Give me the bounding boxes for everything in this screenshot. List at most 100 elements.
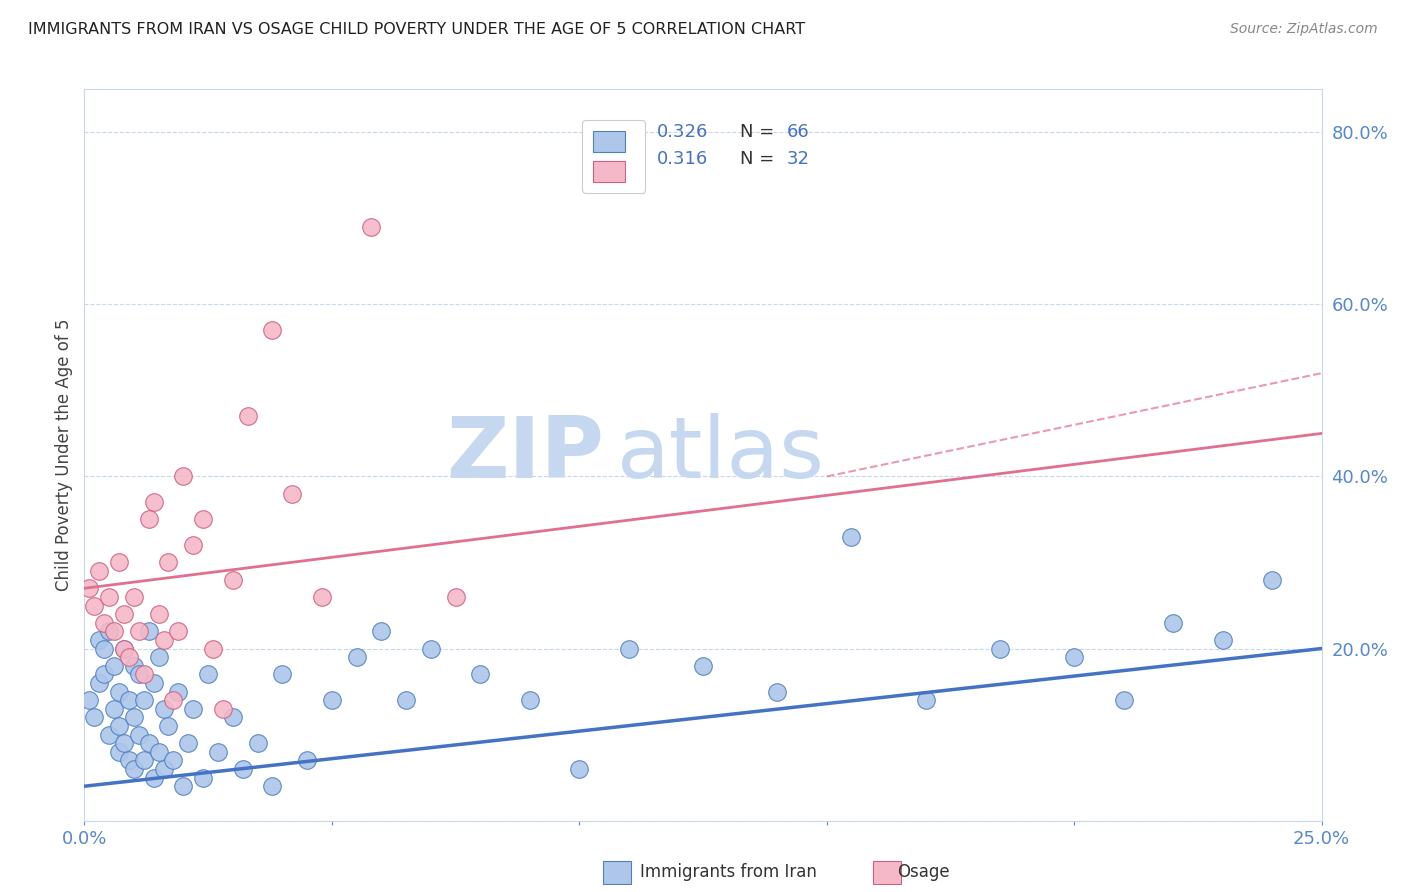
Point: [98, 590, 121, 604]
Point: [152, 632, 174, 647]
Point: [914, 693, 936, 707]
Text: Immigrants from Iran: Immigrants from Iran: [640, 863, 817, 881]
Point: [83, 599, 105, 613]
Point: [167, 684, 190, 698]
Point: [93, 615, 115, 630]
Point: [202, 641, 225, 656]
Point: [148, 745, 170, 759]
Point: [122, 658, 145, 673]
Point: [519, 693, 541, 707]
Text: 0.326: 0.326: [657, 123, 709, 141]
Point: [148, 607, 170, 621]
Point: [103, 658, 125, 673]
Point: [112, 641, 135, 656]
Point: [692, 658, 714, 673]
Point: [132, 693, 155, 707]
Text: N =: N =: [740, 150, 780, 168]
Point: [79, 693, 101, 707]
Point: [181, 702, 204, 716]
Point: [157, 556, 180, 570]
Point: [419, 641, 441, 656]
Point: [172, 469, 194, 483]
Point: [177, 736, 200, 750]
Point: [444, 590, 467, 604]
Point: [128, 624, 150, 639]
Text: 32: 32: [787, 150, 810, 168]
Point: [103, 702, 125, 716]
Point: [395, 693, 418, 707]
Point: [89, 632, 111, 647]
Text: Osage: Osage: [897, 863, 949, 881]
Text: N =: N =: [740, 123, 780, 141]
Legend: , : ,: [582, 120, 645, 193]
Point: [1112, 693, 1135, 707]
Point: [988, 641, 1011, 656]
Point: [167, 624, 190, 639]
Point: [108, 684, 131, 698]
Text: R =: R =: [610, 123, 650, 141]
Text: ZIP: ZIP: [446, 413, 605, 497]
Point: [1161, 615, 1184, 630]
Point: [128, 667, 150, 681]
Point: [118, 693, 141, 707]
Point: [89, 676, 111, 690]
Point: [108, 556, 131, 570]
Point: [112, 736, 135, 750]
Point: [122, 590, 145, 604]
Point: [617, 641, 640, 656]
Point: [157, 719, 180, 733]
Point: [191, 512, 214, 526]
Point: [232, 762, 254, 776]
Point: [152, 702, 174, 716]
Point: [122, 710, 145, 724]
Point: [138, 736, 160, 750]
Point: [262, 779, 284, 793]
Point: [207, 745, 229, 759]
Point: [98, 624, 121, 639]
Point: [222, 710, 245, 724]
Point: [142, 676, 165, 690]
Point: [321, 693, 343, 707]
Y-axis label: Child Poverty Under the Age of 5: Child Poverty Under the Age of 5: [55, 318, 73, 591]
Text: atlas: atlas: [616, 413, 824, 497]
Point: [79, 582, 101, 596]
Point: [370, 624, 392, 639]
Point: [271, 667, 294, 681]
Point: [197, 667, 219, 681]
Point: [142, 771, 165, 785]
Point: [191, 771, 214, 785]
Point: [246, 736, 269, 750]
Point: [766, 684, 789, 698]
Point: [138, 512, 160, 526]
Point: [112, 641, 135, 656]
Point: [93, 641, 115, 656]
Point: [118, 753, 141, 767]
Text: 66: 66: [787, 123, 810, 141]
Point: [1261, 573, 1284, 587]
Point: [108, 719, 131, 733]
Point: [1063, 650, 1085, 665]
Point: [103, 624, 125, 639]
Point: [360, 219, 382, 234]
Point: [132, 753, 155, 767]
Point: [98, 728, 121, 742]
Point: [93, 667, 115, 681]
Text: 0.316: 0.316: [657, 150, 709, 168]
Point: [1212, 632, 1234, 647]
Point: [148, 650, 170, 665]
Point: [142, 495, 165, 509]
Point: [132, 667, 155, 681]
Point: [89, 564, 111, 578]
Point: [181, 538, 204, 552]
Point: [172, 779, 194, 793]
Point: [470, 667, 492, 681]
Point: [138, 624, 160, 639]
Point: [281, 486, 304, 500]
Point: [162, 693, 184, 707]
Point: [118, 650, 141, 665]
Point: [262, 323, 284, 337]
Text: IMMIGRANTS FROM IRAN VS OSAGE CHILD POVERTY UNDER THE AGE OF 5 CORRELATION CHART: IMMIGRANTS FROM IRAN VS OSAGE CHILD POVE…: [28, 22, 806, 37]
Point: [295, 753, 318, 767]
Point: [236, 409, 259, 424]
Point: [212, 702, 235, 716]
